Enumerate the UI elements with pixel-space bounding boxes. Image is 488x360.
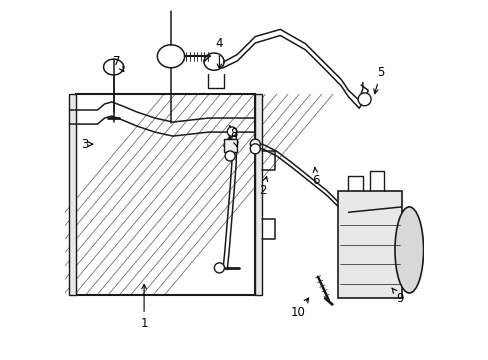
Bar xyxy=(255,94,261,295)
Text: 1: 1 xyxy=(140,284,147,330)
Circle shape xyxy=(250,139,260,149)
Text: 6: 6 xyxy=(312,168,319,186)
Text: 2: 2 xyxy=(258,177,267,197)
Bar xyxy=(69,94,76,295)
Circle shape xyxy=(227,127,236,136)
Circle shape xyxy=(214,263,224,273)
Text: 5: 5 xyxy=(373,66,384,94)
Circle shape xyxy=(250,144,260,154)
Text: 3: 3 xyxy=(81,138,92,150)
Text: 10: 10 xyxy=(290,298,308,319)
Text: 8: 8 xyxy=(229,127,238,147)
Bar xyxy=(337,191,401,298)
Text: 4: 4 xyxy=(215,37,223,68)
Text: 7: 7 xyxy=(113,55,123,72)
Ellipse shape xyxy=(394,207,423,293)
Circle shape xyxy=(224,151,235,161)
Circle shape xyxy=(357,93,370,106)
Bar xyxy=(76,94,255,295)
Bar xyxy=(223,139,236,152)
Text: 9: 9 xyxy=(391,288,404,305)
